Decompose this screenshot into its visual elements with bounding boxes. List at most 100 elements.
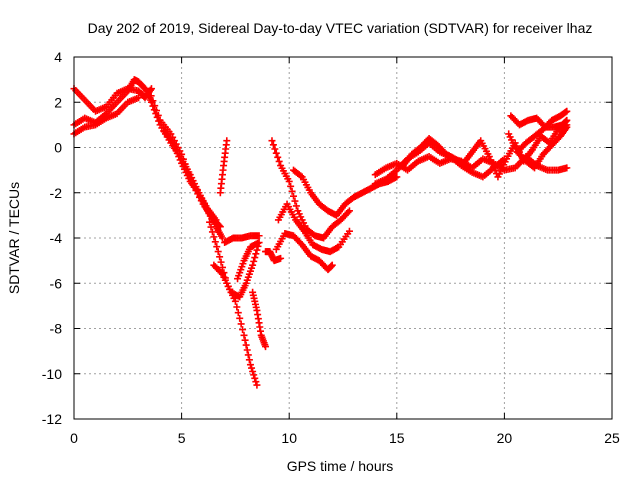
data-point	[255, 232, 263, 240]
data-point	[562, 125, 570, 133]
data-point	[285, 177, 293, 185]
y-tick-label: -2	[50, 185, 63, 201]
data-points	[70, 76, 571, 389]
data-point	[250, 371, 258, 379]
data-point	[172, 146, 180, 154]
series-arc-mid-descent	[145, 87, 224, 231]
series-arc-spike-up	[216, 137, 231, 197]
data-point	[274, 153, 282, 161]
data-point	[170, 142, 178, 150]
data-point	[290, 192, 298, 200]
data-point	[488, 159, 496, 167]
data-point	[245, 356, 253, 364]
data-point	[250, 257, 258, 265]
data-point	[328, 261, 336, 269]
data-point	[242, 341, 250, 349]
data-point	[215, 222, 223, 230]
data-point	[249, 367, 257, 375]
data-point	[154, 111, 162, 119]
data-point	[217, 258, 225, 266]
data-point	[217, 269, 225, 277]
data-point	[297, 172, 305, 180]
data-point	[223, 137, 231, 145]
data-point	[287, 182, 295, 190]
series-arc-to-15	[290, 166, 401, 219]
chart-title: Day 202 of 2019, Sidereal Day-to-day VTE…	[88, 20, 593, 36]
data-point	[234, 275, 242, 283]
data-point	[216, 253, 224, 261]
data-point	[563, 107, 571, 115]
data-point	[344, 208, 352, 216]
data-point	[210, 233, 218, 241]
data-point	[237, 320, 245, 328]
grid	[74, 57, 612, 419]
data-point	[145, 87, 153, 95]
data-point	[212, 216, 220, 224]
data-point	[393, 173, 401, 181]
data-point	[262, 343, 270, 351]
data-point	[147, 98, 155, 106]
y-tick-label: -12	[42, 411, 62, 427]
data-point	[241, 336, 249, 344]
series-arc-right-descent	[160, 128, 220, 224]
data-point	[239, 326, 247, 334]
data-point	[277, 254, 285, 262]
data-point	[135, 94, 143, 102]
data-point	[233, 303, 241, 311]
data-point	[206, 218, 214, 226]
data-point	[236, 314, 244, 322]
data-point	[249, 261, 257, 269]
data-point	[345, 227, 353, 235]
series-arc-9-15-lower	[272, 229, 336, 274]
data-point	[151, 102, 159, 110]
data-point	[252, 378, 260, 386]
data-point	[216, 223, 224, 231]
data-point	[213, 243, 221, 251]
data-point	[214, 248, 222, 256]
data-point	[563, 164, 571, 172]
data-point	[218, 234, 226, 242]
series-arc-upper-early	[70, 85, 155, 115]
data-point	[152, 107, 160, 115]
data-point	[292, 202, 300, 210]
data-point	[208, 228, 216, 236]
data-point	[244, 351, 252, 359]
x-tick-label: 10	[281, 430, 297, 446]
series-arc-plateau	[221, 232, 263, 247]
data-point	[275, 157, 283, 165]
series-arc-lower-early	[70, 94, 143, 138]
series-band-3	[399, 121, 571, 181]
data-point	[211, 238, 219, 246]
series-band-5	[505, 107, 571, 156]
data-point	[490, 163, 498, 171]
data-point	[252, 250, 260, 258]
y-tick-label: 4	[54, 49, 62, 65]
data-point	[345, 207, 353, 215]
x-tick-label: 20	[497, 430, 513, 446]
series-arc-main-descent	[70, 76, 226, 242]
data-point	[269, 141, 277, 149]
series-arc-small-clusters	[262, 248, 285, 265]
data-point	[175, 153, 183, 161]
data-point	[251, 374, 259, 382]
data-point	[234, 309, 242, 317]
data-point	[251, 254, 259, 262]
data-point	[487, 156, 495, 164]
y-tick-label: -8	[50, 321, 63, 337]
data-point	[149, 97, 157, 105]
data-point	[169, 139, 177, 147]
data-point	[268, 137, 276, 145]
data-point	[243, 346, 251, 354]
data-point	[272, 149, 280, 157]
data-point	[288, 187, 296, 195]
data-point	[563, 116, 571, 124]
data-point	[291, 197, 299, 205]
y-tick-label: 0	[54, 140, 62, 156]
data-point	[173, 149, 181, 157]
series-arc-loop	[210, 239, 263, 301]
y-tick-label: -6	[50, 275, 63, 291]
y-tick-label: -10	[42, 366, 62, 382]
data-point	[246, 361, 254, 369]
y-tick-label: -4	[50, 230, 63, 246]
